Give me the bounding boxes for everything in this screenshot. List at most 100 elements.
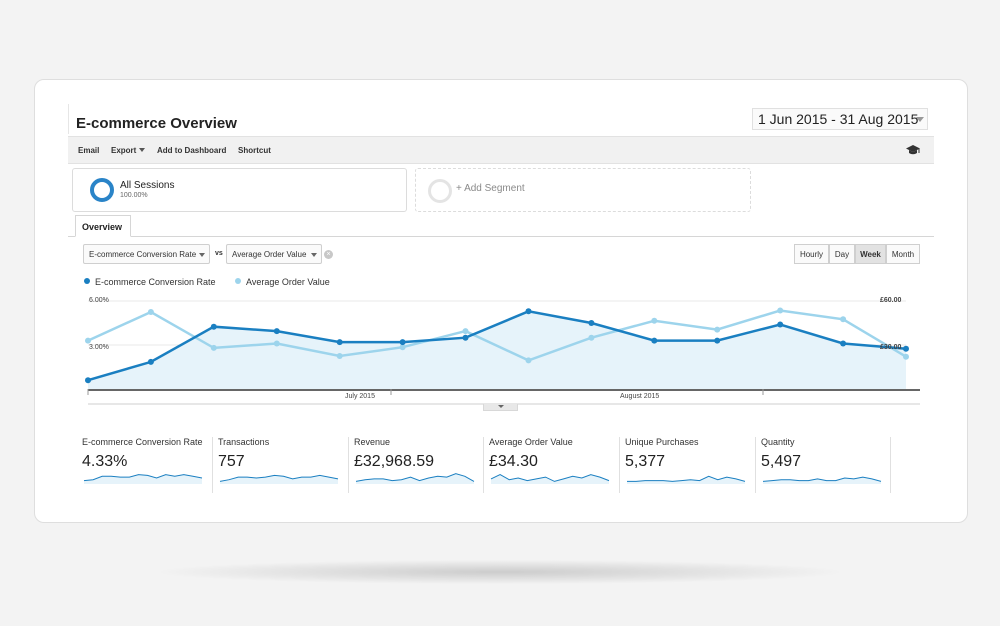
data-point-order-value [462, 328, 469, 335]
data-point-order-value [525, 357, 532, 364]
right-axis-tick: £60.00 [880, 297, 902, 304]
metric-divider [755, 437, 756, 493]
chevron-down-icon [199, 253, 205, 257]
chevron-down-icon [916, 117, 924, 122]
data-point-order-value [777, 307, 784, 314]
metric-value: 757 [218, 453, 245, 470]
data-point-conversion-rate [147, 358, 154, 365]
graduation-cap-icon[interactable] [906, 144, 920, 156]
metric-label: Quantity [761, 437, 795, 447]
metric-value: £32,968.59 [354, 453, 435, 470]
sparkline-line [219, 474, 339, 482]
sparkline [627, 475, 746, 484]
left-axis-tick: 3.00% [89, 344, 109, 351]
collapse-chart-handle[interactable] [483, 404, 518, 411]
add-segment-label: + Add Segment [456, 183, 525, 194]
data-point-order-value [336, 353, 343, 359]
left-axis-tick: 6.00% [89, 297, 109, 304]
sparkline-line [762, 476, 882, 482]
secondary-metric-label: Average Order Value [232, 250, 307, 259]
sparkline-area [220, 475, 338, 484]
date-range-picker[interactable]: 1 Jun 2015 - 31 Aug 2015 [752, 108, 928, 130]
metric-card[interactable]: Quantity 5,497 [761, 437, 889, 493]
metric-label: Revenue [354, 437, 391, 447]
metric-card[interactable]: Transactions 757 [218, 437, 346, 493]
segment-all-sessions[interactable]: All Sessions 100.00% [72, 168, 407, 212]
legend-item-conversion-rate[interactable]: E-commerce Conversion Rate [84, 277, 216, 287]
period-month-button[interactable]: Month [886, 244, 920, 264]
data-point-conversion-rate [651, 337, 658, 344]
data-point-order-value [399, 344, 406, 351]
legend-label: Average Order Value [246, 277, 330, 287]
sparkline-line [83, 474, 203, 482]
sparkline-line [627, 475, 746, 482]
export-label: Export [111, 146, 137, 155]
x-axis-label: August 2015 [620, 393, 660, 400]
metric-divider [348, 437, 349, 493]
sparkline [762, 476, 882, 484]
data-point-order-value [588, 334, 595, 341]
period-hourly-button[interactable]: Hourly [794, 244, 829, 264]
data-point-conversion-rate [777, 321, 784, 328]
sparkline-area [627, 476, 745, 484]
metric-label: Unique Purchases [625, 437, 699, 447]
sparkline [83, 474, 203, 484]
data-point-conversion-rate [903, 345, 909, 352]
metric-value: 4.33% [82, 453, 128, 470]
data-point-conversion-rate [336, 339, 343, 346]
metric-divider [890, 437, 891, 493]
data-point-order-value [273, 340, 280, 347]
period-week-button[interactable]: Week [855, 244, 886, 264]
close-icon[interactable]: × [324, 250, 333, 259]
secondary-metric-select[interactable]: Average Order Value [226, 244, 322, 264]
export-button[interactable]: Export [111, 146, 146, 155]
sparkline [219, 474, 339, 484]
data-point-conversion-rate [273, 328, 280, 335]
header-divider [68, 104, 69, 134]
right-axis-tick: £30.00 [880, 344, 902, 351]
sparkline-line [490, 474, 610, 482]
primary-metric-label: E-commerce Conversion Rate [89, 250, 197, 259]
data-point-conversion-rate [588, 320, 595, 326]
tab-divider [68, 236, 934, 237]
data-point-order-value [210, 344, 217, 351]
data-point-conversion-rate [714, 337, 721, 344]
data-point-order-value [85, 337, 91, 344]
metric-card[interactable]: Unique Purchases 5,377 [625, 437, 753, 493]
data-point-conversion-rate [525, 308, 532, 315]
metric-card[interactable]: E-commerce Conversion Rate 4.33% [82, 437, 210, 493]
add-to-dashboard-button[interactable]: Add to Dashboard [157, 146, 227, 155]
sparkline-area [763, 477, 881, 484]
legend-label: E-commerce Conversion Rate [95, 277, 216, 287]
legend-item-order-value[interactable]: Average Order Value [235, 277, 330, 287]
data-point-order-value [147, 309, 154, 315]
metric-card[interactable]: Revenue £32,968.59 [354, 437, 482, 493]
data-point-order-value [903, 353, 909, 360]
metric-divider [619, 437, 620, 493]
sparkline [490, 474, 610, 484]
period-day-button[interactable]: Day [829, 244, 855, 264]
data-point-conversion-rate [85, 377, 91, 384]
data-point-order-value [840, 316, 847, 323]
data-point-conversion-rate [840, 340, 847, 347]
metric-divider [483, 437, 484, 493]
sparkline [355, 473, 475, 484]
x-axis-label: July 2015 [345, 393, 375, 400]
metric-label: Average Order Value [489, 437, 573, 447]
data-point-order-value [651, 317, 658, 324]
metric-card[interactable]: Average Order Value £34.30 [489, 437, 617, 493]
primary-metric-select[interactable]: E-commerce Conversion Rate [83, 244, 210, 264]
page-title: E-commerce Overview [76, 115, 237, 132]
card-shadow [160, 560, 840, 584]
date-range-label: 1 Jun 2015 - 31 Aug 2015 [758, 111, 919, 127]
report-toolbar: Email Export Add to Dashboard Shortcut [68, 136, 934, 164]
email-button[interactable]: Email [78, 146, 100, 155]
series-line-conversion-rate [87, 310, 907, 382]
metric-value: 5,377 [625, 453, 666, 470]
chevron-down-icon [139, 148, 146, 152]
vs-label: vs [215, 250, 223, 257]
shortcut-button[interactable]: Shortcut [238, 146, 271, 155]
add-segment-button[interactable]: + Add Segment [415, 168, 751, 212]
segment-name: All Sessions [120, 180, 175, 191]
tab-overview[interactable]: Overview [75, 215, 131, 237]
